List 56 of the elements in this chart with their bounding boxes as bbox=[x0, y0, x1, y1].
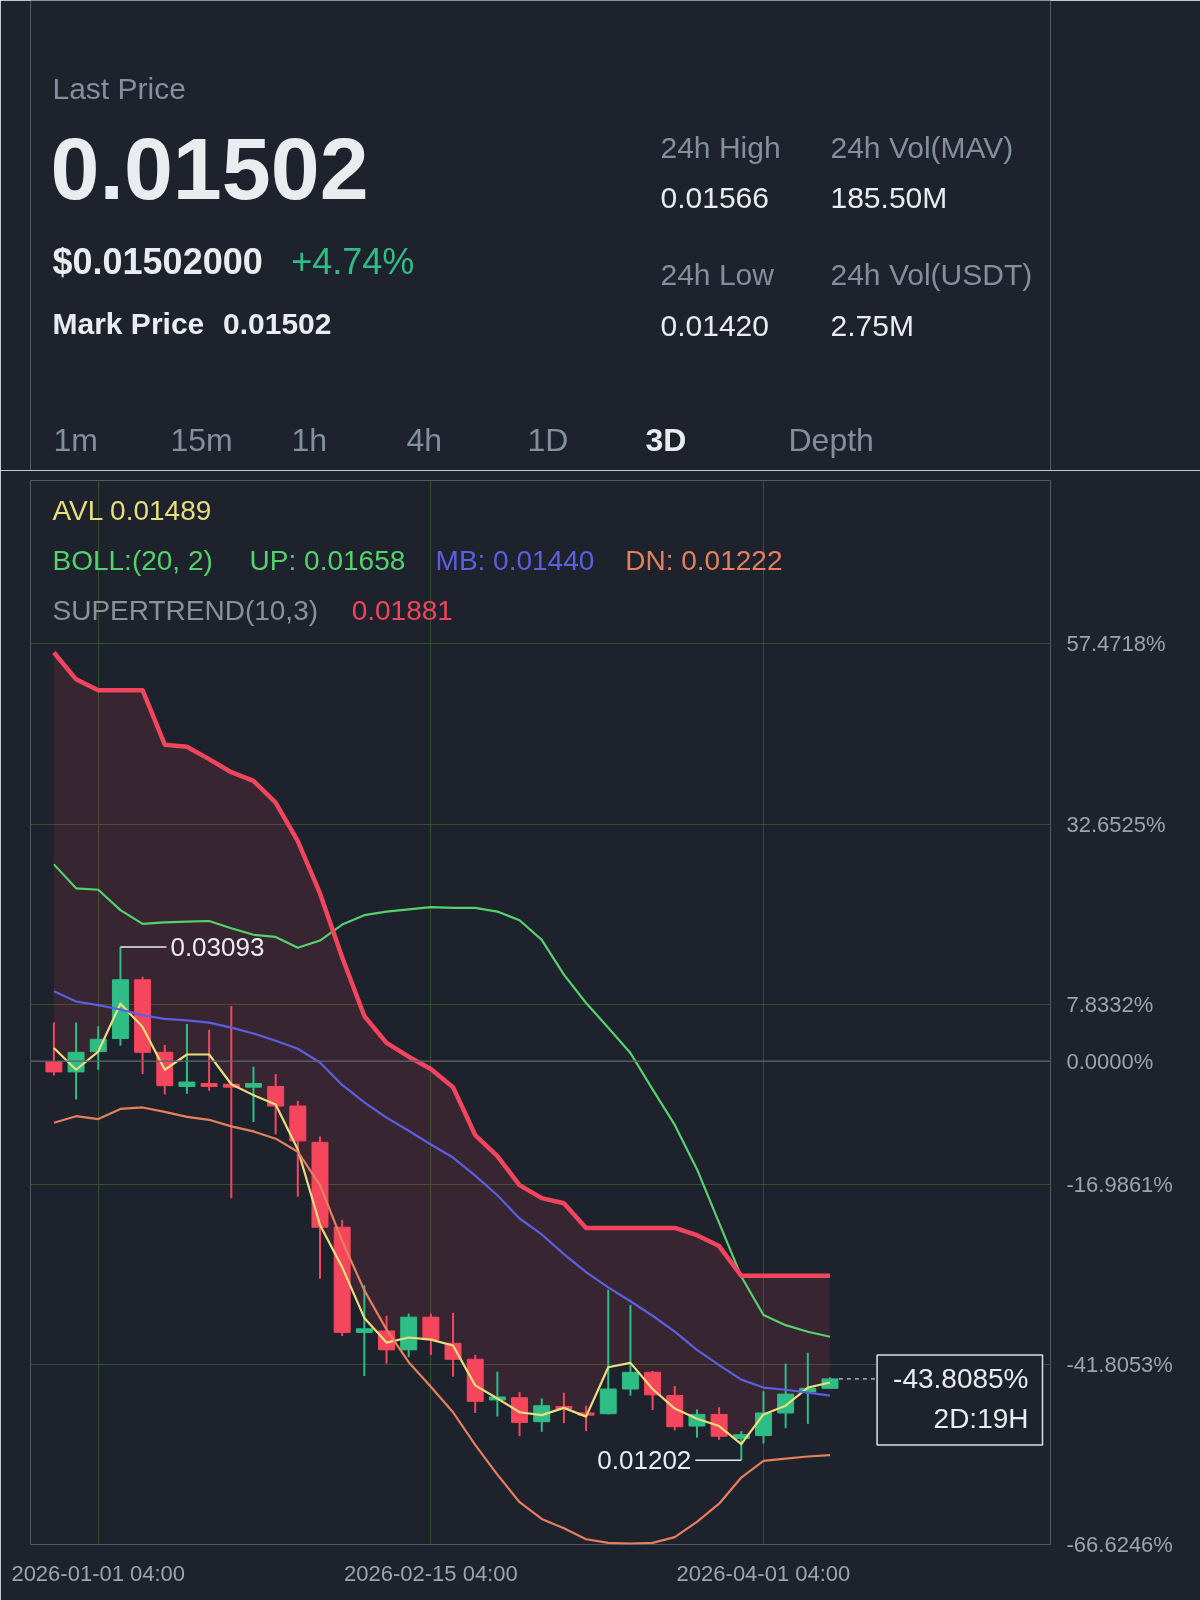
y-tick-label: 7.8332% bbox=[1066, 991, 1154, 1017]
text: 0.01566 bbox=[660, 180, 769, 214]
text: 4h bbox=[406, 421, 443, 458]
x-tick-label: 2026-01-01 04:00 bbox=[11, 1560, 186, 1586]
text: 0.01420 bbox=[660, 308, 769, 342]
candlestick bbox=[355, 1284, 373, 1377]
candlestick bbox=[200, 1028, 218, 1092]
annotation: 2D:19H bbox=[933, 1403, 1029, 1435]
x-tick-label: 2026-02-15 04:00 bbox=[344, 1560, 518, 1586]
text: 24h Low bbox=[660, 258, 775, 291]
text: Last Price bbox=[52, 72, 186, 105]
text: 24h Vol(USDT) bbox=[830, 258, 1033, 291]
text: MB: 0.01440 bbox=[435, 545, 595, 576]
y-tick-label: -41.8053% bbox=[1066, 1351, 1173, 1377]
y-tick-label: -66.6246% bbox=[1066, 1532, 1173, 1557]
text: 2.75M bbox=[830, 309, 914, 342]
candlestick bbox=[777, 1362, 795, 1430]
annotation: 0.03093 bbox=[170, 932, 265, 963]
candlestick bbox=[244, 1065, 262, 1123]
text: 3D bbox=[645, 421, 687, 458]
text: 185.50M bbox=[830, 181, 948, 214]
annotation: BOLL:(20, 2) bbox=[52, 545, 213, 576]
candlestick bbox=[45, 1021, 63, 1077]
candlestick bbox=[754, 1390, 772, 1445]
x-tick-label: 2026-04-01 04:00 bbox=[676, 1560, 851, 1586]
text: +4.74% bbox=[291, 241, 415, 282]
text: $0.01502000 bbox=[52, 241, 263, 282]
text: 0.01881 bbox=[351, 595, 453, 626]
text: 0.01502 bbox=[223, 306, 332, 340]
text: DN: 0.01222 bbox=[625, 545, 783, 576]
text: 0.01502 bbox=[50, 119, 369, 218]
line-series bbox=[51, 650, 833, 1279]
y-tick-label: 57.4718% bbox=[1066, 631, 1166, 657]
text: 24h Vol(MAV) bbox=[830, 131, 1014, 164]
y-tick-label: -16.9861% bbox=[1066, 1171, 1173, 1197]
annotation: SUPERTREND(10,3) bbox=[52, 595, 319, 626]
candlestick bbox=[178, 1023, 196, 1095]
text: 15m bbox=[170, 421, 233, 458]
candlestick bbox=[422, 1312, 440, 1356]
text: UP: 0.01658 bbox=[249, 545, 406, 576]
line-series bbox=[52, 863, 832, 1338]
candlestick bbox=[267, 1073, 285, 1136]
text: 24h High bbox=[660, 131, 781, 164]
text: 1D bbox=[527, 421, 569, 458]
line-series bbox=[52, 1106, 832, 1545]
annotation: 0.01202 bbox=[597, 1445, 692, 1476]
y-tick-label: 32.6525% bbox=[1066, 811, 1166, 837]
text: 1m bbox=[53, 421, 98, 458]
text: 1h bbox=[291, 421, 328, 458]
text: AVL 0.01489 bbox=[52, 495, 212, 526]
annotation: -43.8085% bbox=[893, 1363, 1029, 1395]
candlestick bbox=[488, 1370, 506, 1418]
text: Mark Price bbox=[52, 307, 205, 340]
y-tick-label: 0.0000% bbox=[1066, 1048, 1154, 1074]
text: Depth bbox=[788, 421, 874, 458]
candlestick bbox=[621, 1303, 639, 1397]
